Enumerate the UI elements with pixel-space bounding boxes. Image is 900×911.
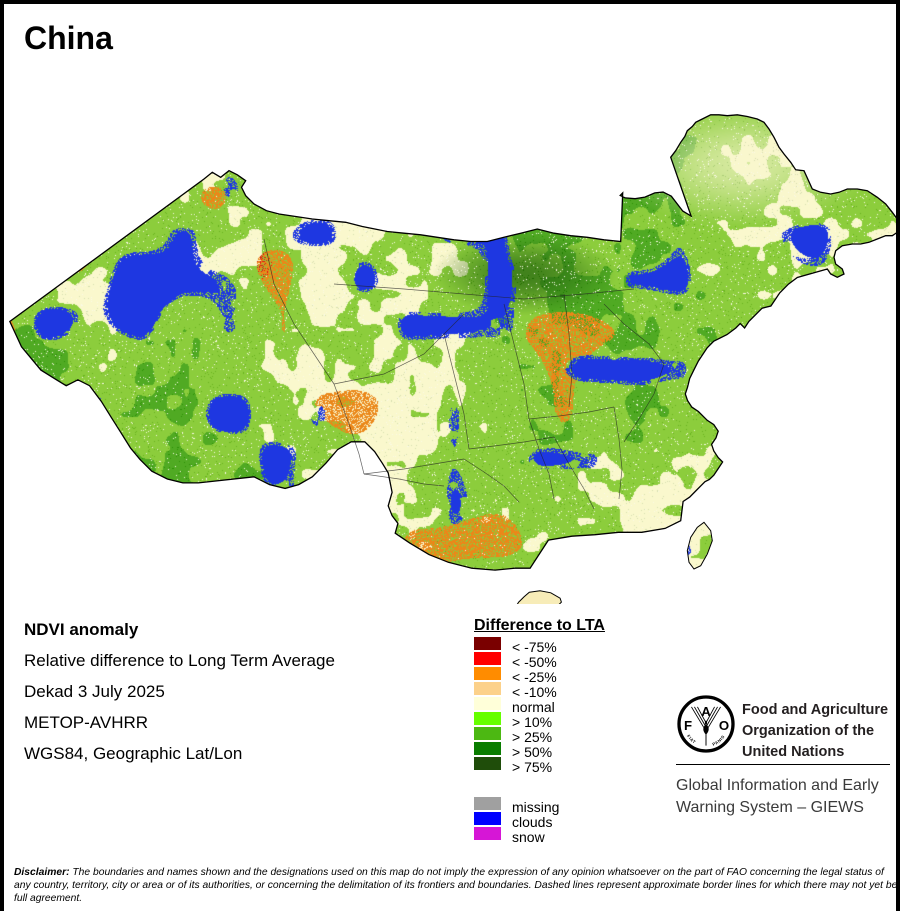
svg-text:A: A (701, 704, 711, 719)
svg-text:O: O (719, 718, 729, 733)
svg-text:F: F (684, 718, 692, 733)
